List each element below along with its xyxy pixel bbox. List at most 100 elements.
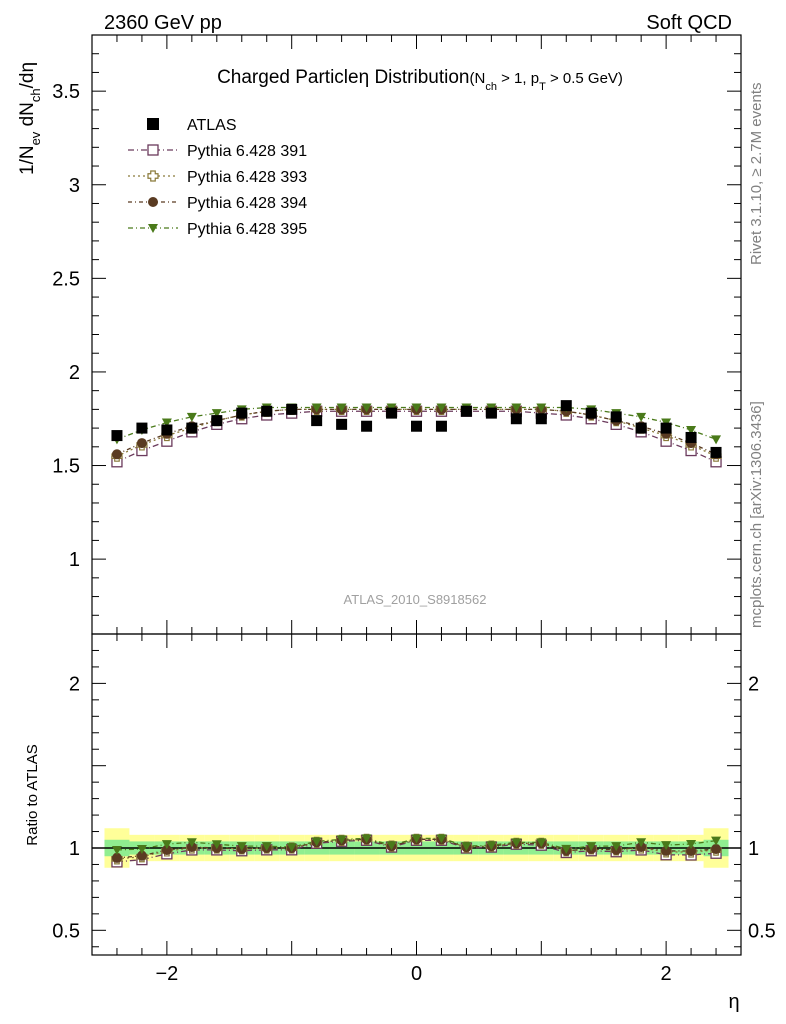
ylabel-b: dN [17,102,38,132]
ratio-series-3-point [711,844,722,855]
atlas-data-point [435,420,447,432]
series-4-point [186,412,197,422]
ratio-series-4-point [611,842,622,852]
mcplots-label: mcplots.cern.ch [arXiv:1306.3436] [748,401,765,628]
series-4-point [686,425,697,435]
y-tick-label: 2 [69,362,80,384]
ratio-series-3-point [661,845,672,856]
series-4-point [211,409,222,419]
legend-label-4: Pythia 6.428 395 [187,221,307,238]
ratio-series-4-point [436,834,447,844]
series-4-point [711,435,722,445]
x-axis-label: η [728,991,739,1013]
atlas-data-point [186,422,198,434]
ratio-series-4-point [711,836,722,846]
x-tick-label: 2 [661,963,672,985]
ratio-series-3-point [161,844,172,855]
series-4-point [336,403,347,413]
ratio-y-tick-label: 2 [69,673,80,695]
atlas-data-point [386,407,398,419]
atlas-data-point [485,407,497,419]
legend-label-1: Pythia 6.428 391 [187,143,307,160]
ratio-series-4-point [161,840,172,850]
atlas-data-point [361,420,373,432]
legend-marker-2-shape [147,170,159,182]
atlas-data-point [460,405,472,417]
x-tick-label: −2 [155,963,178,985]
series-3-point [111,449,122,460]
atlas-data-point [660,422,672,434]
ratio-y-tick-label: 1 [69,838,80,860]
ratio-series-4-point [561,844,572,854]
ratio-series-4-point [461,842,472,852]
ratio-series-4-point [636,838,647,848]
ratio-series-4-point [586,842,597,852]
ratio-series-4-point [311,837,322,847]
series-3-point [136,438,147,449]
subtitle-c: > 0.5 GeV) [546,70,623,87]
atlas-data-point [111,430,123,442]
series-4-point [311,403,322,413]
atlas-data-point [685,431,697,443]
subtitle-b: > 1, p [497,70,539,87]
ratio-series-4-point [186,838,197,848]
ratio-series-3-point [111,852,122,863]
atlas-data-point [610,411,622,423]
ratio-y-tick-label-right: 2 [748,673,759,695]
subtitle-sub-a: ch [485,81,497,93]
ratio-series-4-point [286,843,297,853]
ratio-y-tick-label: 0.5 [52,920,80,942]
atlas-data-point [261,405,273,417]
x-tick-label: 0 [411,963,422,985]
ratio-series-4-point [261,842,272,852]
legend-marker-4 [148,224,158,233]
atlas-data-point [411,420,422,432]
ratio-series-3-point [686,845,697,856]
series-4-point [161,418,172,428]
title-main: Charged Particleη Distribution [217,67,469,88]
y-tick-label: 1.5 [52,456,80,478]
legend-marker-atlas [147,118,159,130]
legend-marker-1 [147,144,159,156]
legend-marker-2 [147,170,159,182]
atlas-data-point [635,422,647,434]
ratio-series-4-point [336,835,347,845]
atlas-data-point [560,400,572,412]
chart-title: Charged Particleη Distribution(Nch > 1, … [217,67,623,93]
ratio-series-4-point [236,842,247,852]
series-4-point [511,403,522,413]
header-right: Soft QCD [646,12,732,34]
ratio-y-tick-label-right: 1 [748,838,759,860]
y-tick-label: 3.5 [52,81,80,103]
ylabel-sub-a: ev [28,131,43,145]
ratio-y-axis-label: Ratio to ATLAS [24,744,41,845]
atlas-data-point [510,413,522,425]
atlas-data-point [585,407,597,419]
ylabel-c: /dη [17,62,38,88]
ylabel-sub-b: ch [28,88,43,102]
ratio-frame [91,633,742,956]
subtitle-sub-b: T [539,81,546,93]
ratio-series-4-point [111,845,122,855]
rivet-label: Rivet 3.1.10, ≥ 2.7M events [748,83,765,266]
ylabel-a: 1/N [17,145,38,175]
ratio-series-3-point [136,850,147,861]
ratio-series-4-point [661,841,672,851]
legend-label-2: Pythia 6.428 393 [187,169,307,186]
ratio-y-tick-label-right: 0.5 [748,920,776,942]
y-tick-label: 3 [69,175,80,197]
atlas-data-point [211,415,223,427]
atlas-data-point [161,424,173,436]
y-axis-label: 1/Nev dNch/dη [17,62,43,175]
legend-label-atlas: ATLAS [187,117,237,134]
ratio-series-4-point [361,834,372,844]
analysis-id: ATLAS_2010_S8918562 [344,592,487,607]
series-4-point [436,403,447,413]
ratio-series-4-point [536,838,547,848]
y-tick-label: 1 [69,549,80,571]
ratio-series-4-point [136,844,147,854]
atlas-data-point [236,407,248,419]
atlas-data-point [336,418,348,430]
subtitle-a: (N [469,70,485,87]
